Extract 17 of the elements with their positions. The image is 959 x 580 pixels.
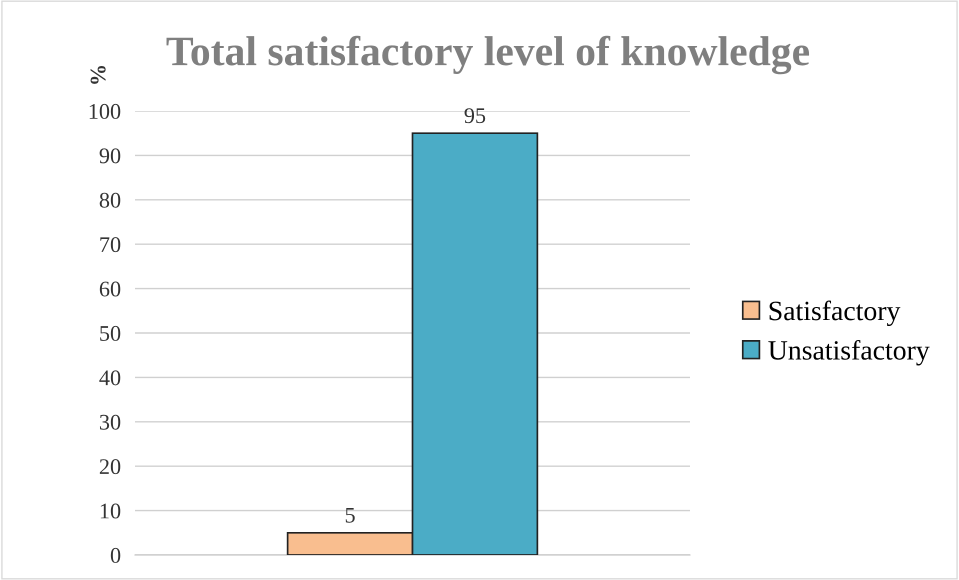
y-tick-label: 10	[100, 504, 120, 519]
y-axis-title: %	[90, 66, 106, 84]
y-tick-label: 40	[99, 370, 120, 386]
legend-label: Satisfactory	[770, 300, 900, 326]
legend-label: Unsatisfactory	[768, 340, 930, 366]
y-tick-label: 0	[110, 548, 120, 563]
y-tick-label: 70	[100, 237, 120, 252]
y-tick-label: 80	[100, 192, 120, 208]
y-tick-label: 60	[100, 282, 120, 297]
y-tick-label: 90	[100, 148, 120, 164]
chart-title: Total satisfactory level of knowledge	[166, 36, 810, 74]
data-label: 5	[346, 508, 355, 523]
y-tick-label: 50	[100, 326, 120, 341]
data-label: 95	[464, 108, 486, 124]
y-tick-label: 20	[100, 459, 120, 474]
y-tick-label: 100	[90, 104, 120, 119]
y-tick-label: 30	[100, 414, 120, 430]
